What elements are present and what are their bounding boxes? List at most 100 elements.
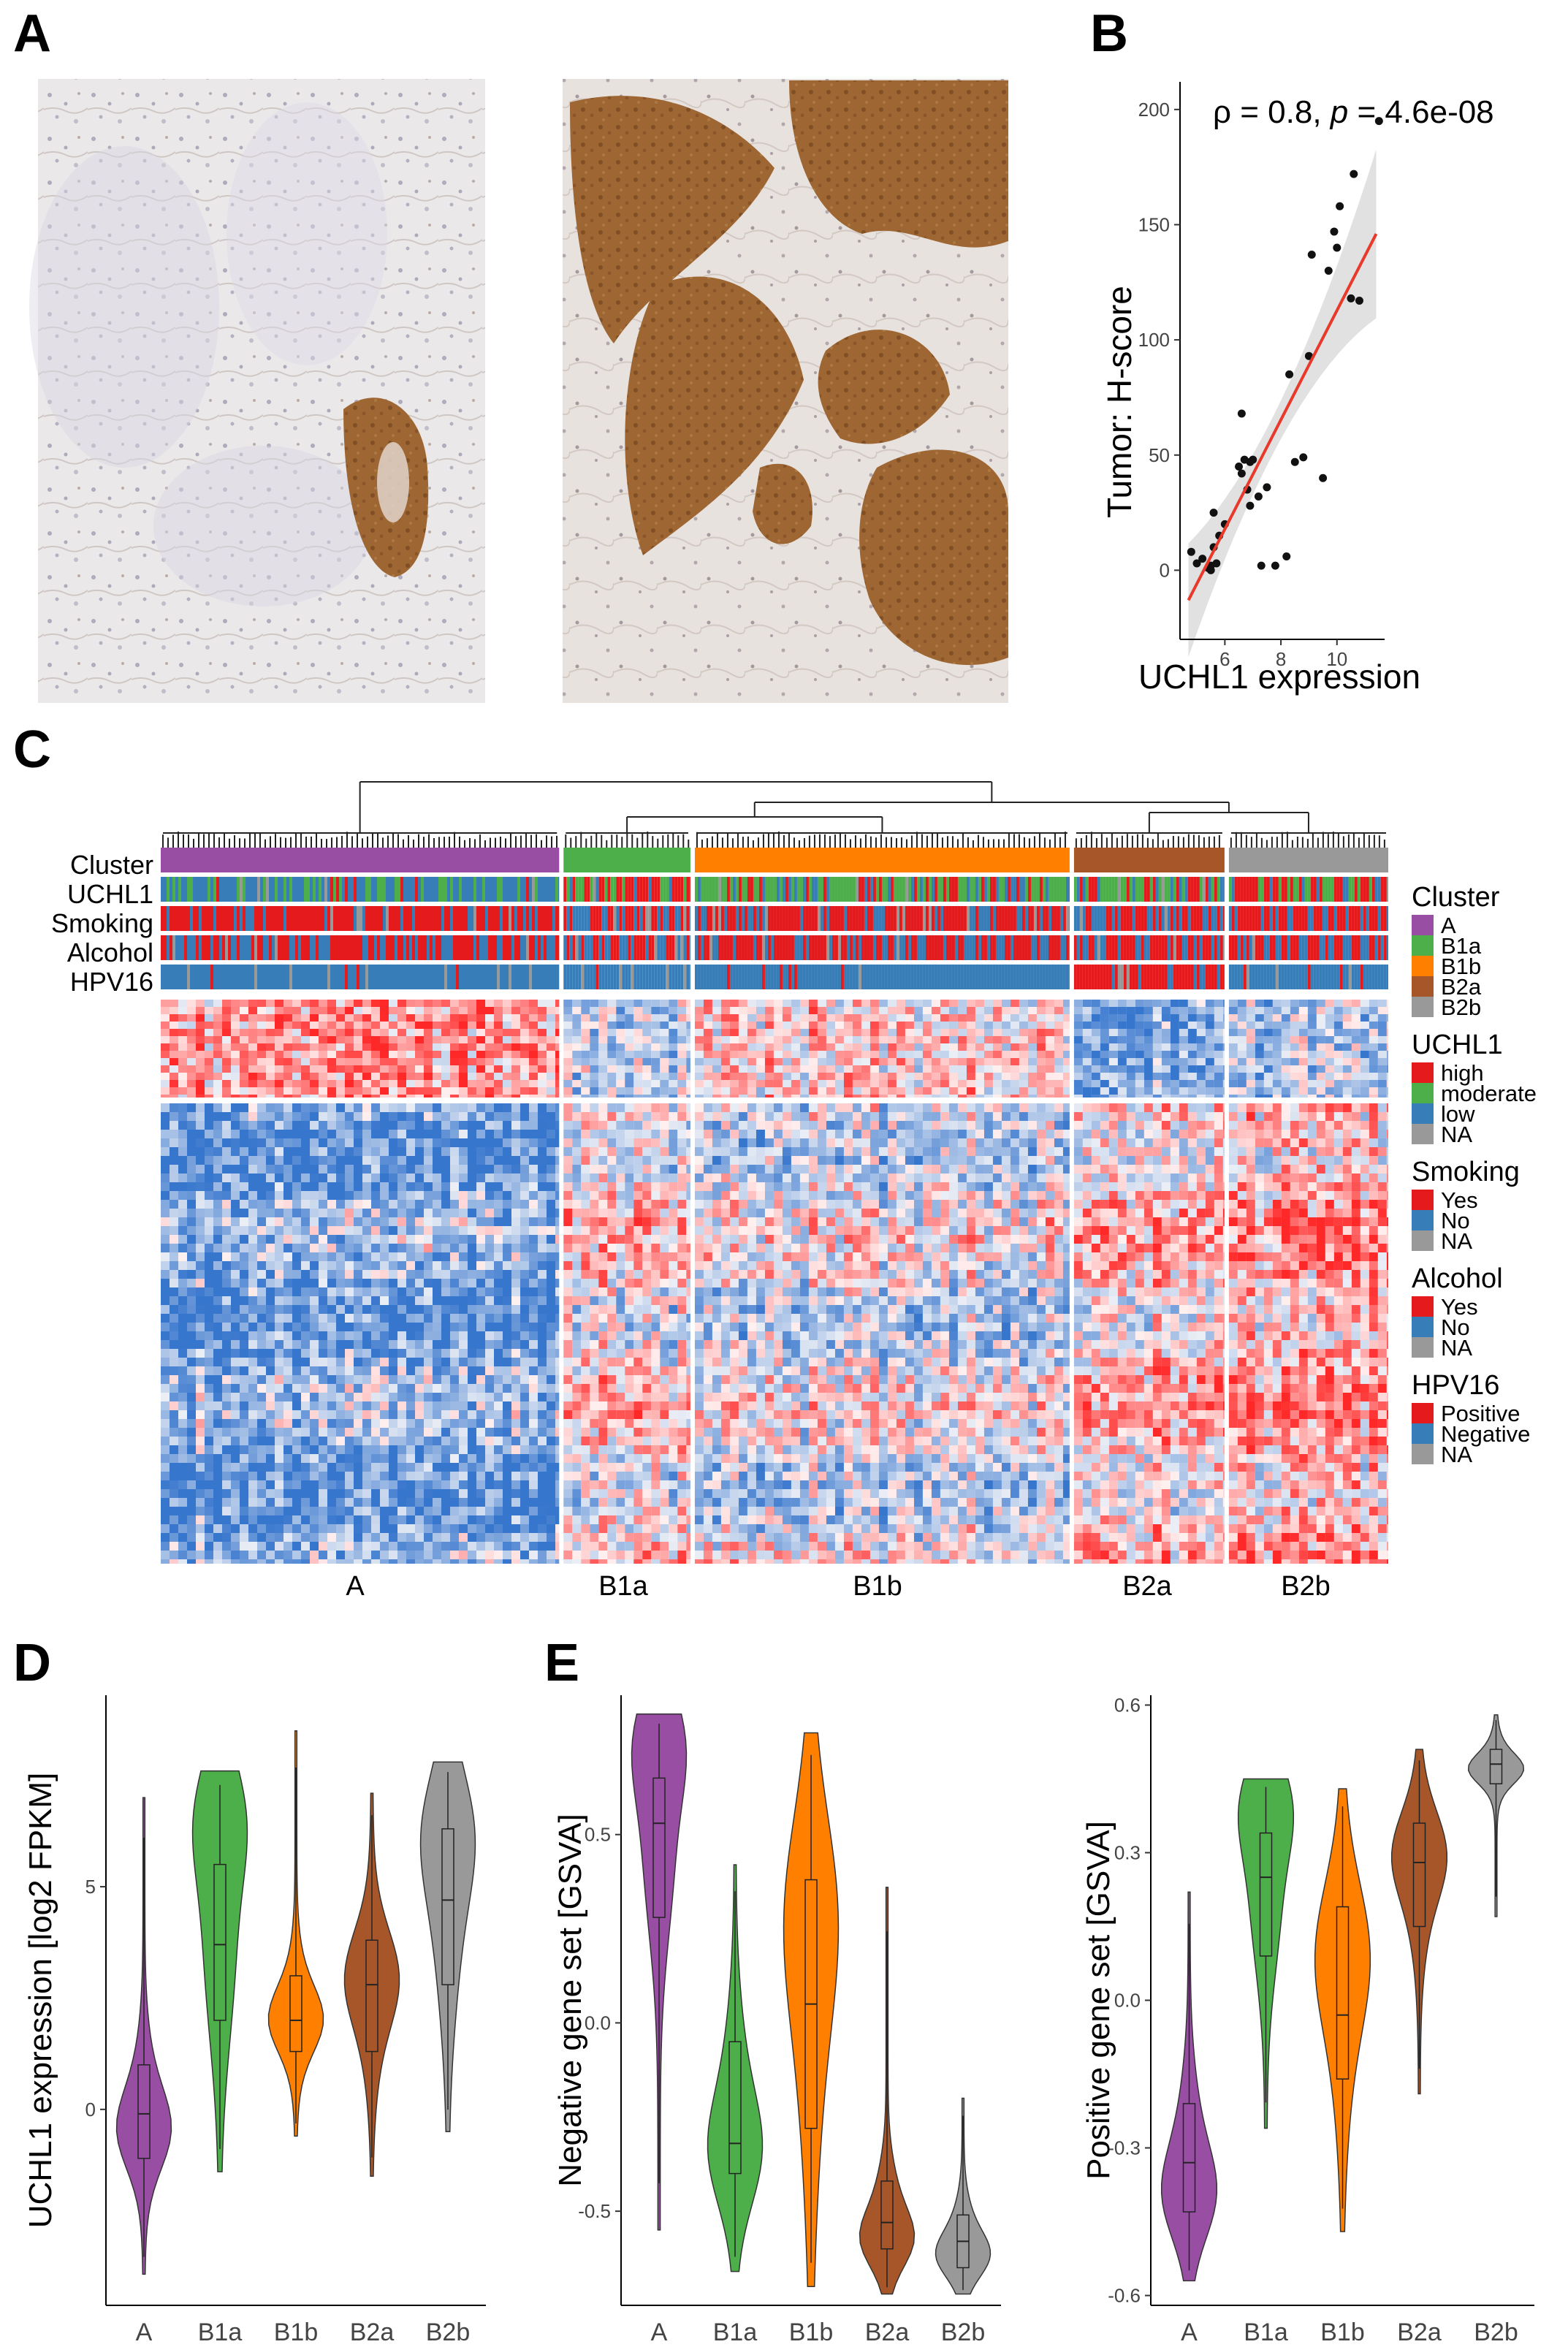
heatmap-cell xyxy=(283,1138,292,1147)
heatmap-cell xyxy=(275,1014,283,1022)
heatmap-cell xyxy=(468,1174,476,1182)
heatmap-cell xyxy=(213,1287,222,1296)
heatmap-cell xyxy=(511,1507,520,1515)
alcohol-cell xyxy=(1208,935,1211,960)
heatmap-cell xyxy=(503,1498,511,1507)
heatmap-cell xyxy=(538,1007,547,1014)
smoking-cell xyxy=(750,906,753,931)
heatmap-cell xyxy=(468,1542,476,1551)
heatmap-cell xyxy=(424,1073,433,1080)
alcohol-cell xyxy=(1051,935,1054,960)
heatmap-cell xyxy=(441,1410,450,1419)
heatmap-cell xyxy=(494,1174,503,1182)
heatmap-cell xyxy=(406,1000,415,1007)
heatmap-cell xyxy=(494,1419,503,1428)
smoking-cell xyxy=(1152,906,1156,931)
heatmap-cell xyxy=(441,1551,450,1559)
uchl1-cell xyxy=(1039,877,1043,902)
heatmap-cell xyxy=(494,1103,503,1112)
heatmap-cell xyxy=(433,1331,441,1340)
heatmap-cell xyxy=(310,1029,319,1036)
heatmap-cell xyxy=(529,1235,538,1244)
heatmap-cell xyxy=(196,1174,205,1182)
heatmap-cell xyxy=(511,1130,520,1138)
heatmap-cell xyxy=(205,1384,213,1393)
hpv16-cell xyxy=(1094,965,1097,989)
hpv16-cell xyxy=(820,965,823,989)
alcohol-cell xyxy=(1158,935,1162,960)
heatmap-cell xyxy=(538,1073,547,1080)
hpv16-cell xyxy=(1048,965,1051,989)
alcohol-cell xyxy=(1155,935,1159,960)
heatmap-cell xyxy=(371,1051,380,1058)
heatmap-cell xyxy=(275,1130,283,1138)
alcohol-cell xyxy=(735,935,739,960)
uchl1-cell xyxy=(1348,877,1352,902)
heatmap-cell xyxy=(275,1314,283,1323)
heatmap-cell xyxy=(327,1058,336,1065)
heatmap-cell xyxy=(511,1080,520,1087)
heatmap-cell xyxy=(222,1349,231,1358)
heatmap-cell xyxy=(520,1533,529,1542)
uchl1-cell xyxy=(1234,877,1238,902)
heatmap-cell xyxy=(450,1252,459,1261)
heatmap-cell xyxy=(371,1007,380,1014)
heatmap-cell xyxy=(161,1087,170,1095)
heatmap-cell xyxy=(196,1043,205,1051)
heatmap-cell xyxy=(170,1384,178,1393)
heatmap-cell xyxy=(310,1507,319,1515)
heatmap-cell xyxy=(336,1480,345,1489)
heatmap-cell xyxy=(266,1051,275,1058)
alcohol-cell xyxy=(1094,935,1097,960)
uchl1-cell xyxy=(697,877,701,902)
heatmap-cell xyxy=(371,1489,380,1498)
heatmap-cell xyxy=(222,1000,231,1007)
smoking-cell xyxy=(657,906,661,931)
heatmap-cell xyxy=(538,1051,547,1058)
heatmap-cell xyxy=(205,1014,213,1022)
heatmap-cell xyxy=(248,1489,257,1498)
alcohol-cell xyxy=(298,935,301,960)
uchl1-cell xyxy=(1132,877,1135,902)
hpv16-cell xyxy=(1016,965,1019,989)
heatmap-cell xyxy=(450,1428,459,1437)
heatmap-cell xyxy=(266,1007,275,1014)
alcohol-cell xyxy=(756,935,759,960)
heatmap-cell xyxy=(476,1130,485,1138)
heatmap-cell xyxy=(520,1014,529,1022)
smoking-cell xyxy=(948,906,952,931)
heatmap-cell xyxy=(266,1000,275,1007)
uchl1-cell xyxy=(310,877,313,902)
smoking-cell xyxy=(459,906,462,931)
heatmap-cell xyxy=(222,1007,231,1014)
heatmap-cell xyxy=(231,1489,240,1498)
heatmap-cell xyxy=(406,1437,415,1445)
heatmap-cell xyxy=(380,1138,389,1147)
heatmap-cell xyxy=(310,1103,319,1112)
heatmap-cell xyxy=(511,1087,520,1095)
heatmap-cell xyxy=(406,1174,415,1182)
alcohol-cell xyxy=(1336,935,1340,960)
hpv16-cell xyxy=(1004,965,1008,989)
heatmap-cell xyxy=(231,1112,240,1121)
smoking-cell xyxy=(1007,906,1011,931)
alcohol-cell xyxy=(899,935,902,960)
heatmap-cell xyxy=(424,1000,433,1007)
heatmap-cell xyxy=(433,1080,441,1087)
alcohol-cell xyxy=(814,935,818,960)
heatmap-cell xyxy=(222,1428,231,1437)
hpv16-cell xyxy=(940,965,943,989)
heatmap-cell xyxy=(538,1121,547,1130)
heatmap-cell xyxy=(476,1349,485,1358)
heatmap-cell xyxy=(362,1043,371,1051)
heatmap-cell xyxy=(371,1182,380,1191)
heatmap-cell xyxy=(520,1058,529,1065)
heatmap-cell xyxy=(336,1138,345,1147)
heatmap-cell xyxy=(319,1000,327,1007)
heatmap-cell xyxy=(494,1058,503,1065)
heatmap-cell xyxy=(345,1445,354,1454)
uchl1-cell xyxy=(1211,877,1214,902)
heatmap-cell xyxy=(170,1073,178,1080)
heatmap-cell xyxy=(327,1375,336,1384)
